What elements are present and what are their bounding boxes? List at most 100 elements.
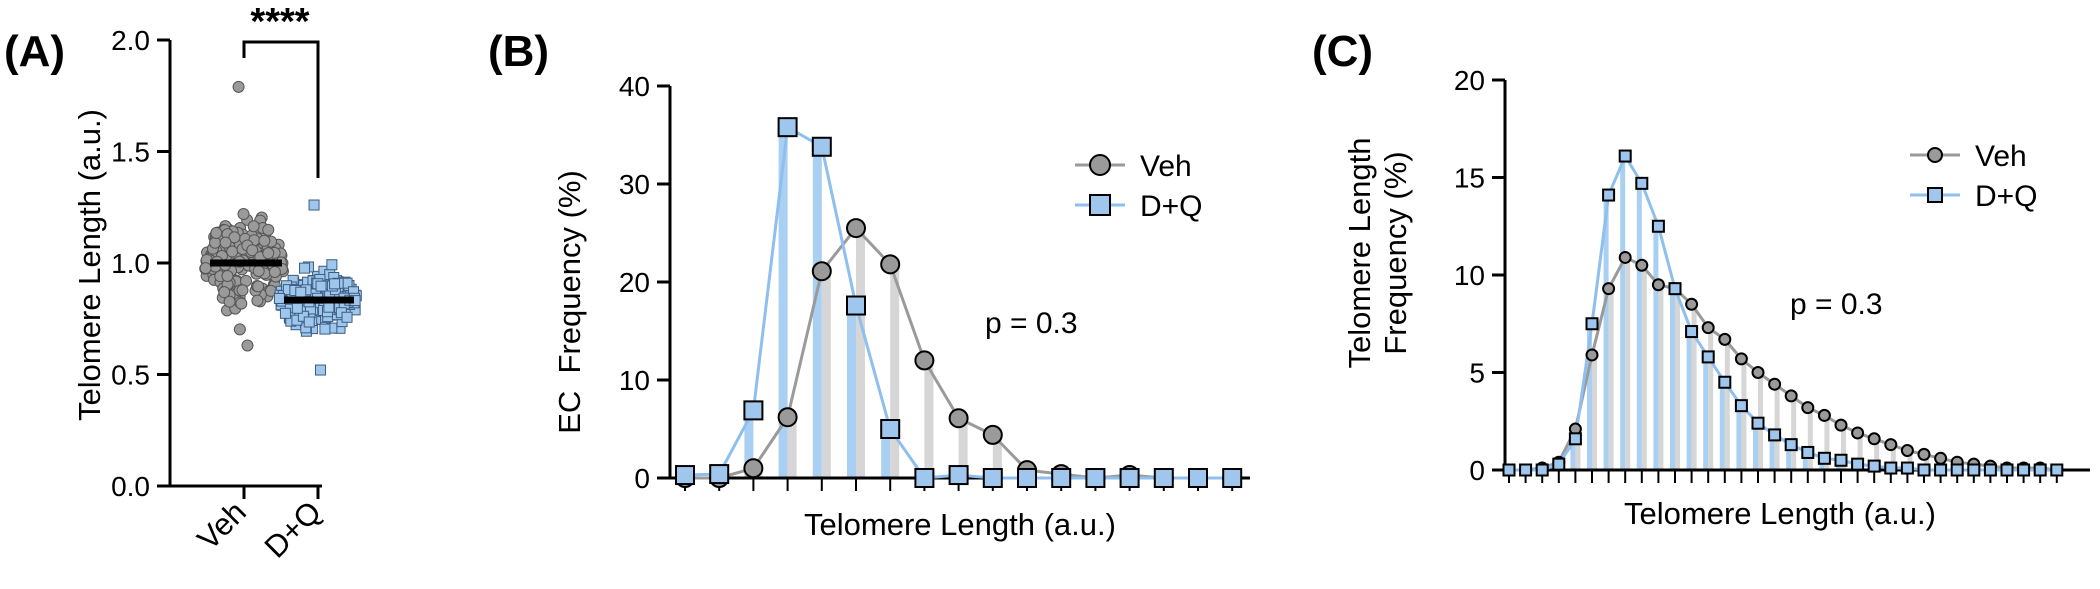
panel-c-point-dq: [1834, 453, 1848, 467]
panel-c-y-tick-label: 0: [1469, 455, 1485, 486]
panel-b-y-tick-label: 30: [619, 169, 650, 200]
panel-b-bar-dq: [778, 127, 788, 478]
panel-a-point-veh: [219, 236, 232, 249]
panel-a-point-dq: [297, 310, 309, 322]
panel-a-point-veh: [241, 339, 254, 352]
panel-b-point-dq: [811, 136, 832, 157]
panel-a-y-tick-label: 0.0: [111, 471, 150, 502]
panel-c-bar-veh: [1824, 415, 1830, 470]
panel-a-point-dq: [279, 307, 291, 319]
panel-c-bar-veh: [1675, 288, 1680, 470]
panel-a-point-veh: [235, 297, 248, 310]
panel-b-bar-veh: [821, 271, 831, 478]
panel-c-point-veh: [1934, 451, 1948, 465]
panel-c-point-veh: [1651, 278, 1665, 292]
panel-c-point-dq: [2000, 463, 2014, 477]
panel-b-legend-veh-marker: [1089, 154, 1111, 176]
panel-b-bar-veh: [890, 264, 900, 478]
panel-a-point-veh: [233, 323, 246, 336]
panel-c-ticks: 0 5 10 15 20: [1454, 65, 2058, 486]
panel-a-label: (A): [4, 27, 65, 76]
panel-b: (B) EC Frequency (%) 0 10 20 30 40 Telomere …: [488, 27, 1250, 542]
panel-b-point-dq: [777, 117, 798, 138]
panel-c-line-veh: [1509, 255, 2057, 472]
panel-b-bar-dq: [847, 305, 856, 478]
panel-b-point-dq: [1222, 468, 1243, 488]
panel-c-bar-veh: [1641, 265, 1647, 470]
panel-c-point-veh: [1817, 408, 1831, 422]
panel-a-point-veh: [210, 227, 223, 240]
panel-b-point-veh: [811, 261, 832, 282]
panel-c-point-dq: [1734, 399, 1748, 413]
panel-c-bar-dq: [1769, 434, 1775, 470]
panel-c-point-dq: [1535, 463, 1549, 477]
panel-a-y-tick-label: 0.5: [111, 360, 150, 391]
panel-a-point-veh: [252, 280, 265, 293]
panel-c-legend-veh-label: Veh: [1975, 140, 2027, 173]
panel-c-point-dq: [1635, 176, 1649, 190]
panel-b-point-dq: [709, 464, 730, 485]
panel-c-label: (C): [1312, 27, 1373, 76]
panel-b-bar-dq: [812, 146, 822, 478]
panel-c-point-dq: [1668, 282, 1682, 296]
panel-c: (C) Telomere Length Frequency (%) 0 5 10 15…: [1312, 27, 2090, 531]
panel-c-bar-veh: [1841, 425, 1846, 470]
panel-b-legend: Veh D+Q: [1075, 150, 1203, 223]
panel-b-bar-veh: [924, 360, 934, 478]
panel-b-y-tick-label: 0: [634, 463, 650, 494]
panel-c-point-dq: [1768, 428, 1782, 442]
panel-a-point-veh: [199, 262, 212, 275]
panel-c-p-value: p = 0.3: [1790, 288, 1883, 321]
panel-a-point-veh: [262, 247, 275, 260]
panel-c-bar-dq: [1570, 438, 1576, 470]
panel-c-point-dq: [1884, 461, 1898, 475]
panel-c-bar-dq: [1802, 452, 1808, 470]
panel-b-point-dq: [846, 295, 866, 316]
panel-c-points: [1502, 149, 2064, 477]
panel-c-bar-veh: [1857, 432, 1863, 470]
panel-c-bar-veh: [1708, 327, 1714, 470]
panel-c-legend: Veh D+Q: [1910, 140, 2038, 213]
panel-c-bar-veh: [1924, 454, 1929, 470]
panel-c-bar-veh: [1724, 339, 1730, 470]
panel-c-bar-dq: [1736, 405, 1742, 470]
panel-c-bar-veh: [1741, 358, 1747, 470]
panel-b-bar-veh: [787, 417, 797, 478]
panel-c-bar-veh: [1807, 407, 1813, 470]
panel-a-point-dq: [303, 316, 315, 328]
panel-c-bar-veh: [1907, 450, 1913, 470]
panel-b-point-veh: [846, 218, 866, 239]
panel-c-point-dq: [1967, 463, 1981, 477]
panel-c-point-veh: [1917, 447, 1931, 461]
panel-b-p-value: p = 0.3: [985, 307, 1078, 340]
panel-c-point-dq: [1718, 375, 1732, 389]
panel-c-bar-veh: [1791, 395, 1797, 470]
panel-a-point-veh: [223, 295, 236, 308]
panel-c-bar-dq: [1620, 156, 1626, 471]
panel-c-point-dq: [1602, 188, 1616, 202]
panel-a-point-veh: [232, 80, 245, 93]
panel-b-point-dq: [982, 468, 1003, 488]
panel-b-point-veh: [914, 350, 935, 371]
panel-c-point-veh: [1834, 418, 1848, 432]
panel-c-x-axis-label: Telomere Length (a.u.): [1624, 496, 1936, 531]
panel-a-point-dq: [326, 259, 338, 271]
panel-c-bar-dq: [1587, 323, 1592, 470]
panel-b-legend-dq-marker: [1089, 194, 1111, 216]
panel-c-lines: [1509, 154, 2057, 472]
panel-c-point-dq: [1585, 317, 1599, 331]
panel-b-bar-dq: [744, 410, 754, 478]
panel-a-point-veh: [236, 284, 249, 297]
panel-c-point-veh: [1884, 438, 1898, 452]
panel-a-point-veh: [228, 231, 241, 244]
panel-b-bar-veh: [856, 228, 865, 478]
panel-c-point-dq: [2050, 463, 2064, 477]
panel-a-point-dq: [329, 278, 341, 290]
panel-c-bar-veh: [1691, 304, 1697, 470]
panel-a-point-veh: [237, 208, 250, 221]
panel-c-point-dq: [2017, 463, 2031, 477]
panel-a-point-dq: [323, 301, 335, 313]
panel-b-point-veh: [743, 458, 764, 479]
panel-c-bar-dq: [1636, 183, 1642, 470]
panel-c-point-veh: [1784, 389, 1798, 403]
